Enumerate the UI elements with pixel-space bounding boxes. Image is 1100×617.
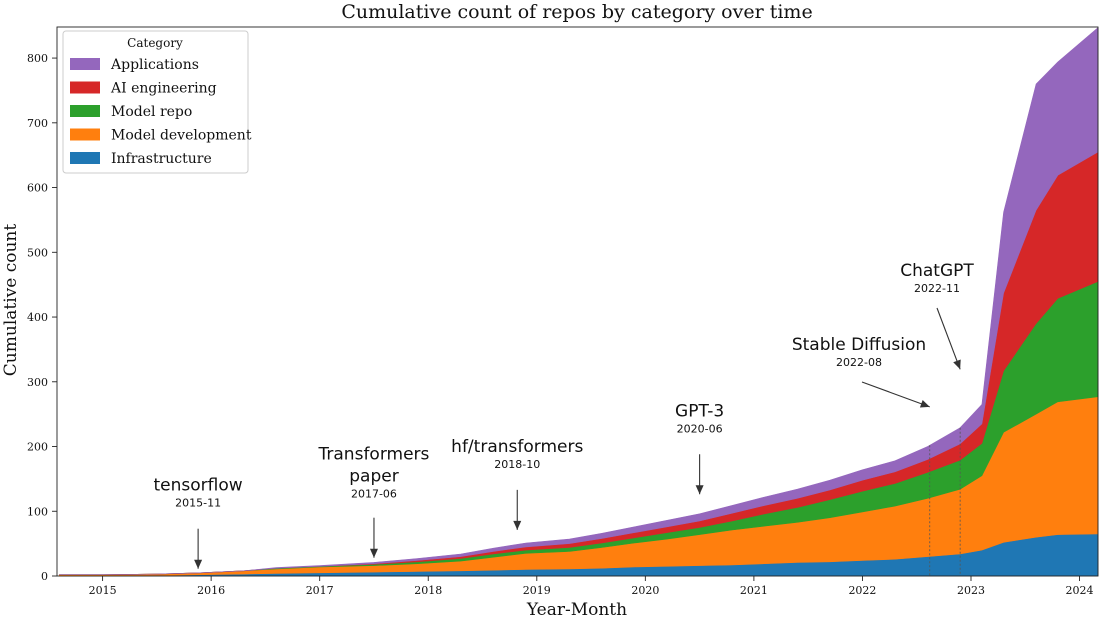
x-axis: 2015 2016 2017 2018 2019 2020 2021 2022 2023 2024 [89, 576, 1094, 597]
annotation-arrowhead [513, 520, 522, 530]
legend-label: Infrastructure [111, 151, 212, 167]
annotation-date: 2018-10 [494, 458, 540, 471]
legend: Category Applications AI engineering Model… [62, 30, 252, 174]
legend-swatch [70, 152, 100, 164]
annotation-arrowhead [695, 485, 704, 495]
legend-swatch [70, 81, 100, 94]
x-tick-label: 2018 [414, 584, 442, 597]
y-tick-label: 600 [27, 182, 48, 195]
y-tick-label: 400 [27, 311, 48, 324]
legend-swatch [70, 105, 100, 117]
legend-title: Category [127, 36, 183, 50]
x-tick-label: 2024 [1066, 584, 1094, 597]
annotation-arrowhead [919, 399, 930, 408]
y-tick-label: 100 [27, 505, 48, 518]
annotation-label: hf/transformers [451, 437, 583, 457]
y-tick-label: 700 [27, 117, 48, 130]
x-tick-label: 2020 [631, 584, 659, 597]
legend-item-model-development: Model development [70, 128, 252, 144]
annotation-date: 2020-06 [677, 422, 723, 435]
legend-label: Model repo [111, 104, 192, 120]
x-tick-label: 2019 [523, 584, 551, 597]
y-tick-label: 500 [27, 246, 48, 259]
legend-item-model-repo: Model repo [70, 104, 192, 120]
annotation-label: ChatGPT [900, 261, 974, 281]
annotation-arrowhead [953, 359, 961, 370]
plot-frame [56, 26, 1099, 577]
legend-swatch [70, 128, 100, 141]
legend-label: Applications [110, 57, 199, 73]
annotation-label: Stable Diffusion [792, 335, 926, 355]
y-axis: 0 100 200 300 400 500 600 700 800 [27, 52, 57, 583]
annotation-date: 2017-06 [351, 488, 397, 501]
chart-title: Cumulative count of repos by category ov… [341, 1, 812, 23]
annotation-date: 2022-11 [914, 282, 960, 295]
annotation-label: paper [349, 467, 398, 487]
annotation-date: 2022-08 [836, 356, 882, 369]
y-tick-label: 200 [27, 441, 48, 454]
legend-label: Model development [111, 128, 252, 144]
legend-item-applications: Applications [70, 57, 199, 73]
x-tick-label: 2021 [740, 584, 768, 597]
annotation-date: 2015-11 [175, 497, 221, 510]
annotation-label: Transformers [318, 445, 430, 465]
legend-box [62, 30, 249, 174]
x-tick-label: 2023 [957, 584, 985, 597]
annotation-arrowhead [369, 548, 378, 558]
x-tick-label: 2015 [89, 584, 117, 597]
y-tick-label: 0 [41, 570, 48, 583]
y-tick-label: 800 [27, 52, 48, 65]
event-dashed-lines [929, 427, 961, 576]
legend-swatch [70, 58, 100, 70]
legend-item-ai-engineering: AI engineering [70, 81, 217, 97]
annotation-arrow [936, 307, 961, 370]
x-axis-label: Year-Month [526, 600, 627, 617]
annotation-label: GPT-3 [675, 401, 724, 421]
x-tick-label: 2016 [197, 584, 225, 597]
x-tick-label: 2017 [306, 584, 334, 597]
x-tick-label: 2022 [848, 584, 876, 597]
y-tick-label: 300 [27, 376, 48, 389]
legend-label: AI engineering [110, 81, 217, 97]
annotation-arrow [861, 381, 930, 408]
y-axis-label: Cumulative count [1, 224, 21, 377]
legend-item-infrastructure: Infrastructure [70, 151, 212, 167]
annotation-label: tensorflow [154, 476, 243, 496]
annotation-arrowhead [194, 559, 203, 569]
